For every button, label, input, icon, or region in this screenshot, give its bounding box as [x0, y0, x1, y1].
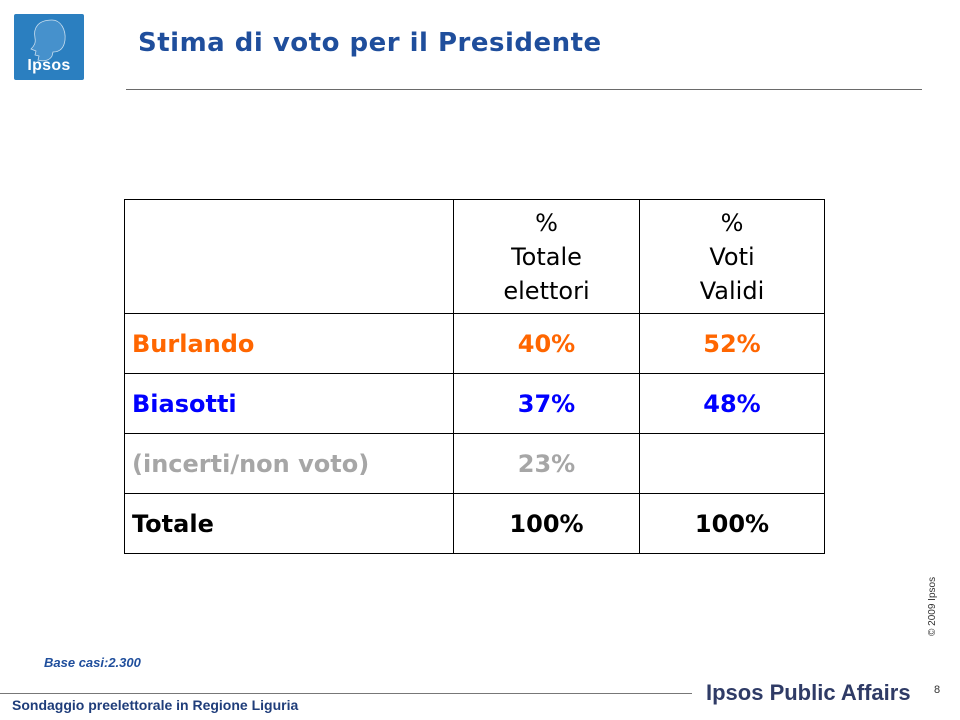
header-line: %: [720, 208, 744, 237]
value-totale-elettori: 23%: [453, 433, 640, 494]
header-line: elettori: [503, 276, 590, 305]
value-totale-elettori: 100%: [453, 493, 640, 554]
title-divider: [126, 89, 922, 90]
page-title: Stima di voto per il Presidente: [138, 28, 602, 58]
value-voti-validi: 52%: [639, 313, 825, 374]
header-line: Voti: [709, 242, 755, 271]
page-number: 8: [934, 684, 941, 696]
base-note: Base casi:2.300: [44, 655, 141, 670]
results-table: % Totale elettori % Voti Validi Burlando…: [124, 199, 825, 554]
header-cell-totale-elettori: % Totale elettori: [453, 199, 640, 314]
logo-face-icon: [30, 19, 66, 62]
header-line: Validi: [699, 276, 765, 305]
value-voti-validi: [639, 433, 825, 494]
value-voti-validi: 48%: [639, 373, 825, 434]
brand-name: Ipsos Public Affairs: [706, 680, 911, 705]
value-totale-elettori: 40%: [453, 313, 640, 374]
header-cell-empty: [124, 199, 454, 314]
header-line: %: [535, 208, 558, 237]
value-totale-elettori: 37%: [453, 373, 640, 434]
table-header-row: % Totale elettori % Voti Validi: [124, 199, 825, 314]
value-voti-validi: 100%: [639, 493, 825, 554]
header-cell-voti-validi: % Voti Validi: [639, 199, 825, 314]
footer-divider: [0, 693, 692, 694]
header-line: Totale: [511, 242, 582, 271]
table-row: (incerti/non voto) 23%: [124, 433, 825, 494]
table-row: Biasotti 37% 48%: [124, 373, 825, 434]
candidate-name: Burlando: [124, 313, 454, 374]
table-row: Burlando 40% 52%: [124, 313, 825, 374]
copyright-note: © 2009 Ipsos: [927, 576, 938, 636]
ipsos-logo: Ipsos: [14, 14, 84, 80]
candidate-name: Totale: [124, 493, 454, 554]
survey-title: Sondaggio preelettorale in Regione Ligur…: [12, 697, 299, 713]
table-row: Totale 100% 100%: [124, 493, 825, 554]
candidate-name: (incerti/non voto): [124, 433, 454, 494]
candidate-name: Biasotti: [124, 373, 454, 434]
logo-text: Ipsos: [27, 57, 71, 74]
